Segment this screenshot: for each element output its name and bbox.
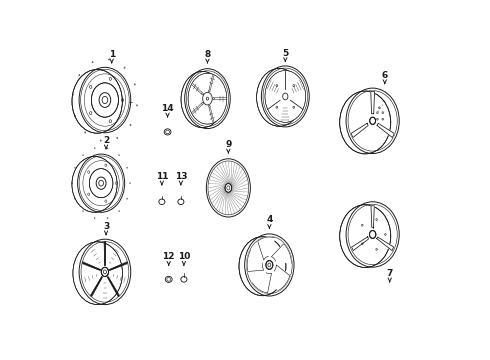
Text: 1: 1 bbox=[109, 50, 115, 59]
Polygon shape bbox=[371, 91, 374, 114]
Ellipse shape bbox=[265, 71, 306, 122]
Polygon shape bbox=[274, 265, 290, 291]
Polygon shape bbox=[247, 250, 264, 271]
Polygon shape bbox=[351, 123, 368, 138]
Polygon shape bbox=[371, 206, 374, 228]
Text: 5: 5 bbox=[282, 49, 289, 58]
Ellipse shape bbox=[341, 93, 389, 152]
Ellipse shape bbox=[89, 168, 113, 198]
Text: 7: 7 bbox=[387, 269, 393, 278]
Ellipse shape bbox=[225, 184, 232, 192]
Ellipse shape bbox=[91, 83, 119, 117]
Ellipse shape bbox=[74, 71, 121, 132]
Ellipse shape bbox=[74, 158, 116, 211]
Ellipse shape bbox=[74, 244, 121, 303]
Text: 14: 14 bbox=[161, 104, 174, 113]
Text: 4: 4 bbox=[266, 216, 272, 225]
Text: 3: 3 bbox=[103, 222, 109, 231]
Text: 8: 8 bbox=[204, 50, 211, 59]
Polygon shape bbox=[352, 237, 368, 251]
Ellipse shape bbox=[266, 261, 273, 269]
Ellipse shape bbox=[258, 70, 300, 125]
Ellipse shape bbox=[188, 73, 227, 124]
Text: 11: 11 bbox=[156, 172, 168, 181]
Polygon shape bbox=[271, 244, 292, 263]
Polygon shape bbox=[258, 237, 275, 260]
Polygon shape bbox=[252, 273, 271, 293]
Ellipse shape bbox=[370, 117, 375, 125]
Text: 2: 2 bbox=[103, 136, 109, 145]
Text: 13: 13 bbox=[174, 172, 187, 181]
Ellipse shape bbox=[341, 207, 389, 266]
Text: 12: 12 bbox=[163, 252, 175, 261]
Ellipse shape bbox=[182, 73, 222, 126]
Polygon shape bbox=[377, 123, 394, 138]
Ellipse shape bbox=[369, 230, 376, 238]
Text: 10: 10 bbox=[178, 252, 190, 261]
Text: 6: 6 bbox=[382, 71, 388, 80]
Polygon shape bbox=[377, 237, 393, 251]
Text: 9: 9 bbox=[225, 140, 232, 149]
Ellipse shape bbox=[101, 267, 109, 276]
Ellipse shape bbox=[241, 239, 284, 294]
